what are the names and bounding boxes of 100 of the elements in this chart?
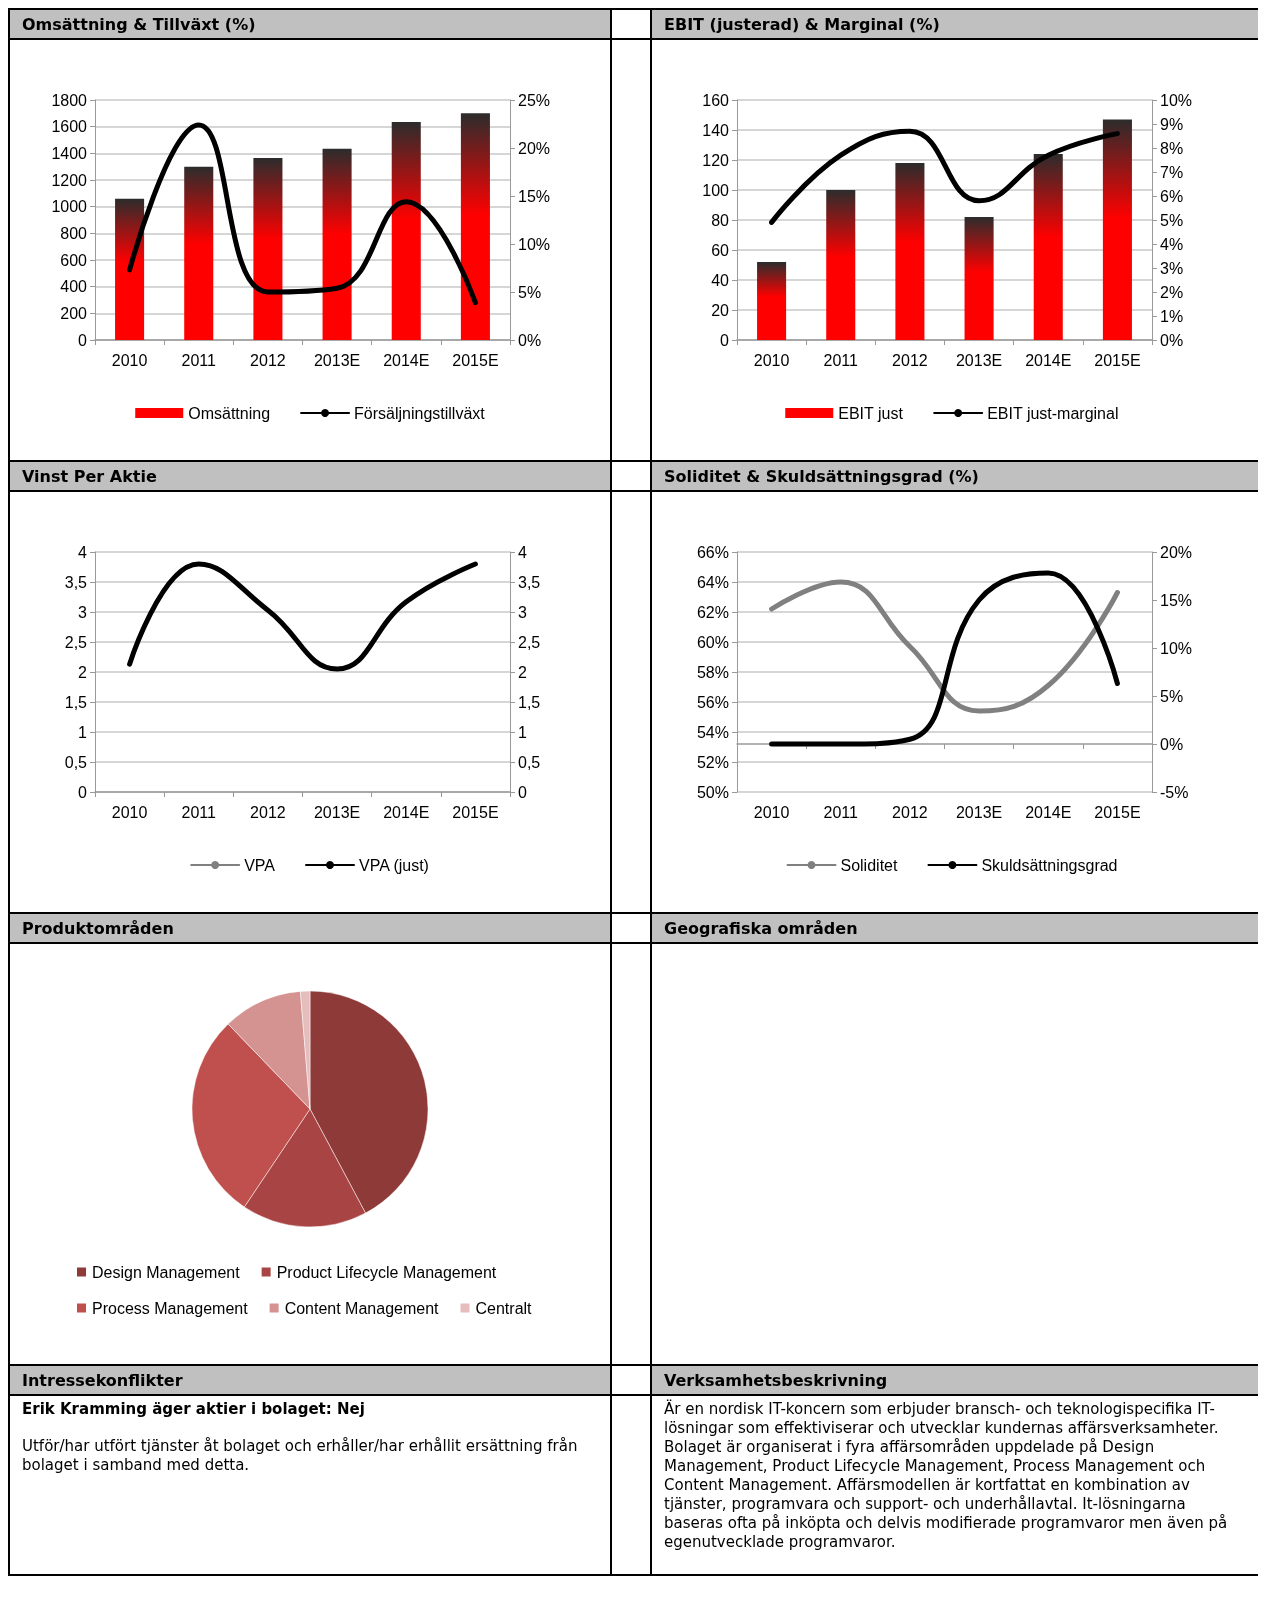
x-tick-label: 2011 — [823, 351, 859, 369]
y-tick-label: 3,5 — [64, 573, 88, 591]
x-tick-label: 2012 — [892, 351, 928, 369]
y-tick-label: 54% — [696, 723, 729, 741]
y-tick-label: 80 — [711, 211, 730, 229]
x-tick-label: 2013E — [955, 351, 1003, 369]
text: Utför/har utfört tjänster åt bolaget och erhåller/har erhållit ersättning från bolaget i samband med detta. — [22, 1437, 579, 1475]
y2-tick-label: 20% — [518, 139, 551, 157]
x-tick-label: 2013E — [955, 803, 1003, 821]
x-tick-label: 2013E — [313, 803, 361, 821]
y2-tick-label: 15% — [518, 187, 551, 205]
legend-label: Soliditet — [840, 856, 898, 874]
y-tick-label: 4 — [78, 543, 88, 561]
chart-title: Vinst Per Aktie — [10, 462, 610, 492]
x-tick-label: 2012 — [250, 351, 286, 369]
legend-label: Product Lifecycle Management — [276, 1263, 497, 1281]
chart-title: Omsättning & Tillväxt (%) — [10, 10, 610, 40]
y2-tick-label: 3% — [1160, 259, 1184, 277]
y-tick-label: 58% — [696, 663, 729, 681]
x-tick-label: 2012 — [250, 803, 286, 821]
y-tick-label: 50% — [696, 783, 729, 801]
x-tick-label: 2011 — [823, 803, 859, 821]
legend-label: Omsättning — [188, 404, 271, 422]
y2-tick-label: 0% — [1160, 735, 1184, 753]
y-tick-label: 1600 — [51, 118, 88, 136]
text: Geografiska områden — [652, 914, 1258, 944]
y-tick-label: 56% — [696, 693, 729, 711]
y-tick-label: 600 — [60, 251, 88, 269]
y-tick-label: 0 — [720, 331, 730, 349]
y2-tick-label: 0% — [1160, 331, 1184, 349]
y-tick-label: 800 — [60, 224, 88, 242]
y-tick-label: 40 — [711, 271, 730, 289]
y-tick-label: 1400 — [51, 144, 88, 162]
legend-label: Design Management — [92, 1263, 241, 1281]
y2-tick-label: 3 — [518, 603, 527, 621]
x-tick-label: 2014E — [383, 351, 430, 369]
y-tick-label: 66% — [696, 543, 729, 561]
y2-tick-label: 0% — [518, 331, 542, 349]
y-tick-label: 200 — [60, 304, 88, 322]
y-tick-label: 3 — [78, 603, 88, 621]
legend-label: Content Management — [284, 1299, 440, 1317]
x-tick-label: 2015E — [1094, 803, 1141, 821]
legend-label: Försäljningstillväxt — [354, 404, 486, 422]
y2-tick-label: 8% — [1160, 139, 1184, 157]
legend-label: Centralt — [475, 1299, 533, 1317]
x-tick-label: 2014E — [1025, 803, 1072, 821]
y-tick-label: 1000 — [51, 198, 88, 216]
y2-tick-label: 4 — [518, 543, 527, 561]
legend-label: Skuldsättningsgrad — [981, 856, 1118, 874]
y-tick-label: 140 — [702, 121, 730, 139]
x-tick-label: 2015E — [452, 803, 499, 821]
y2-tick-label: 7% — [1160, 163, 1184, 181]
chart-title: EBIT (justerad) & Marginal (%) — [652, 10, 1258, 40]
x-tick-label: 2012 — [892, 803, 928, 821]
x-tick-label: 2011 — [181, 803, 217, 821]
legend-label: EBIT just — [838, 404, 904, 422]
y2-tick-label: 2 — [518, 663, 527, 681]
x-tick-label: 2010 — [753, 351, 790, 369]
y2-tick-label: 1,5 — [518, 693, 541, 711]
y2-tick-label: 5% — [518, 283, 542, 301]
y-tick-label: 60% — [696, 633, 729, 651]
y2-tick-label: -5% — [1160, 783, 1189, 801]
chart-title: Produktområden — [10, 914, 610, 944]
y2-tick-label: 6% — [1160, 187, 1184, 205]
legend-label: VPA (just) — [359, 856, 429, 874]
y2-tick-label: 1% — [1160, 307, 1184, 325]
y-tick-label: 1800 — [51, 91, 88, 109]
y2-tick-label: 15% — [1160, 591, 1193, 609]
x-tick-label: 2015E — [452, 351, 499, 369]
y2-tick-label: 1 — [518, 723, 527, 741]
y2-tick-label: 10% — [1160, 91, 1193, 109]
text: Verksamhetsbeskrivning — [652, 1366, 1258, 1396]
y2-tick-label: 9% — [1160, 115, 1184, 133]
y2-tick-label: 5% — [1160, 687, 1184, 705]
x-tick-label: 2010 — [111, 803, 148, 821]
y-tick-label: 52% — [696, 753, 729, 771]
x-tick-label: 2014E — [383, 803, 430, 821]
y-tick-label: 1,5 — [64, 693, 88, 711]
y2-tick-label: 25% — [518, 91, 551, 109]
y2-tick-label: 3,5 — [518, 573, 541, 591]
x-tick-label: 2013E — [313, 351, 361, 369]
y-tick-label: 400 — [60, 278, 88, 296]
y-tick-label: 0 — [78, 783, 88, 801]
legend-label: EBIT just-marginal — [987, 404, 1119, 422]
y2-tick-label: 0,5 — [518, 753, 541, 771]
y-tick-label: 0 — [78, 331, 88, 349]
y-tick-label: 1200 — [51, 171, 88, 189]
y2-tick-label: 10% — [1160, 639, 1193, 657]
y-tick-label: 0,5 — [64, 753, 88, 771]
y-tick-label: 62% — [696, 603, 729, 621]
chart-title: Soliditet & Skuldsättningsgrad (%) — [652, 462, 1258, 492]
y-tick-label: 100 — [702, 181, 730, 199]
x-tick-label: 2010 — [111, 351, 148, 369]
x-tick-label: 2011 — [181, 351, 217, 369]
y-tick-label: 20 — [711, 301, 730, 319]
y2-tick-label: 20% — [1160, 543, 1193, 561]
y2-tick-label: 5% — [1160, 211, 1184, 229]
y-tick-label: 160 — [702, 91, 730, 109]
y2-tick-label: 2,5 — [518, 633, 541, 651]
text: Intressekonflikter — [10, 1366, 610, 1396]
